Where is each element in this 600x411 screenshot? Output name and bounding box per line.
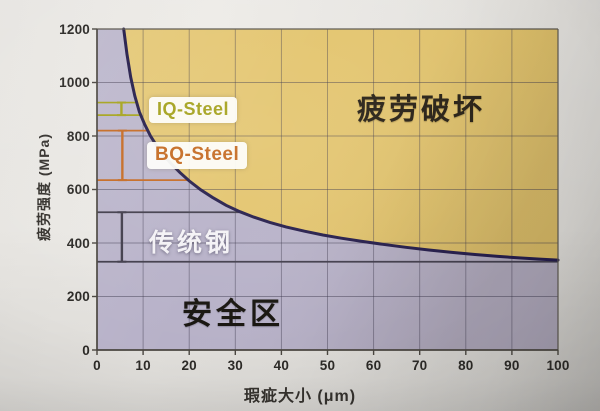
- y-tick-label: 600: [66, 182, 90, 197]
- x-tick-label: 100: [546, 358, 570, 373]
- y-tick-label: 200: [66, 289, 90, 304]
- bq-steel-label: BQ-Steel: [147, 142, 248, 169]
- x-axis-title: 瑕疵大小 (μm): [243, 388, 357, 405]
- traditional-steel-label: 传统钢: [148, 229, 234, 257]
- y-tick-label: 0: [82, 342, 90, 358]
- iq-steel-marker: [97, 101, 141, 117]
- x-tick-label: 20: [181, 358, 197, 373]
- x-tick-label: 40: [273, 358, 290, 373]
- traditional-steel-marker: [97, 211, 558, 263]
- x-tick-label: 60: [365, 358, 382, 373]
- x-tick-label: 30: [227, 358, 243, 373]
- photo-lighting-overlay: [97, 29, 558, 350]
- x-tick-label: 80: [458, 358, 474, 373]
- y-tick-label: 1000: [59, 75, 90, 90]
- x-tick-label: 10: [135, 358, 151, 373]
- x-tick-label: 50: [319, 358, 336, 373]
- bq-steel-marker: [97, 129, 189, 182]
- fatigue-limit-curve: [122, 27, 560, 262]
- safe-zone-label: 安全区: [182, 298, 284, 331]
- x-tick-label: 0: [93, 358, 101, 373]
- y-tick-label: 400: [66, 235, 90, 251]
- y-tick-label: 1200: [59, 21, 90, 37]
- failure-zone-label: 疲劳破坏: [356, 94, 486, 126]
- y-tick-label: 800: [66, 128, 90, 144]
- y-axis-title: 疲劳强度 (MPa): [36, 133, 52, 241]
- x-tick-label: 90: [504, 358, 520, 373]
- iq-steel-label: IQ-Steel: [149, 97, 238, 123]
- x-tick-label: 70: [411, 358, 428, 373]
